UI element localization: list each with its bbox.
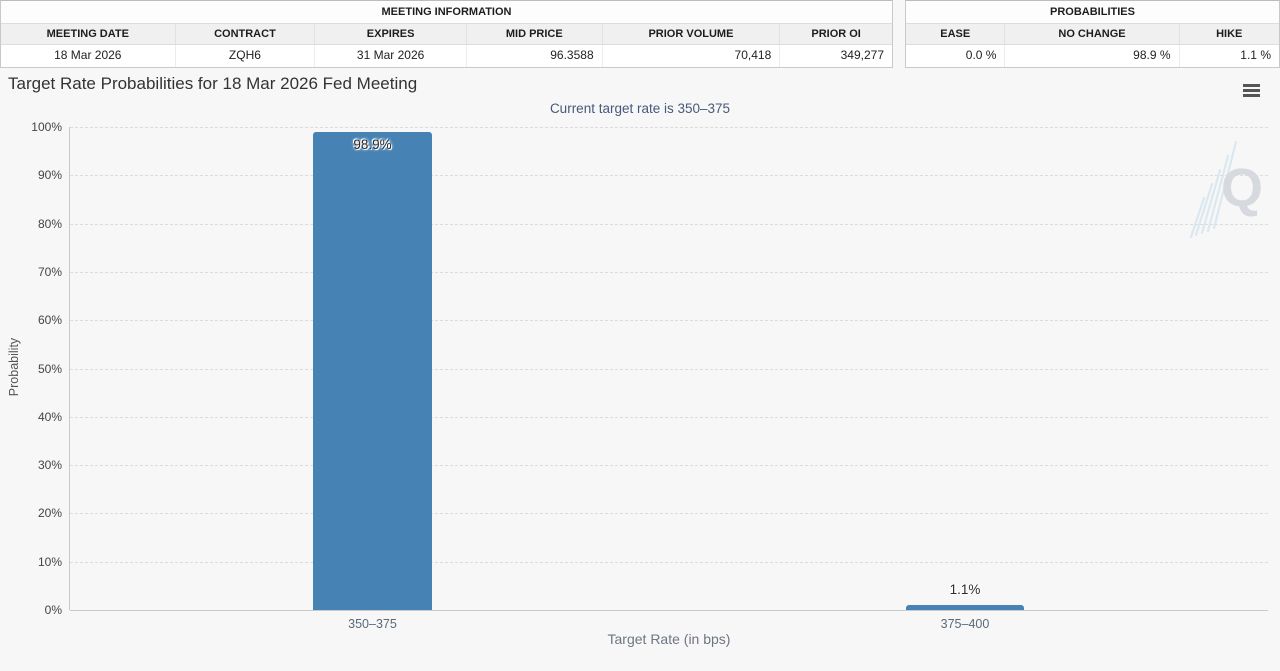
meeting-info-table-title: MEETING INFORMATION [1, 1, 892, 24]
gridline-30 [70, 465, 1268, 466]
probabilities-table-title: PROBABILITIES [906, 1, 1279, 24]
col-header-contract: CONTRACT [176, 24, 316, 44]
y-axis-title: Probability [7, 337, 21, 397]
cell-prior-volume: 70,418 [603, 45, 781, 67]
col-header-hike: HIKE [1216, 28, 1243, 40]
y-tick-label: 90% [37, 168, 62, 182]
cell-hike: 1.1 % [1240, 48, 1271, 62]
gridline-20 [70, 513, 1268, 514]
gridline-40 [70, 417, 1268, 418]
meeting-info-table: MEETING INFORMATION MEETING DATE CONTRAC… [0, 0, 893, 68]
plot-area: 98.9% 1.1% [70, 127, 1268, 610]
cell-no-change: 98.9 % [1005, 45, 1180, 67]
y-axis-line [69, 127, 70, 610]
x-axis-title: Target Rate (in bps) [607, 631, 731, 647]
probabilities-table: PROBABILITIES EASE NO CHANGE HIKE 0.0 % … [905, 0, 1280, 68]
x-tick-label-350-375: 350–375 [348, 617, 397, 631]
gridline-90 [70, 175, 1268, 176]
y-tick-label: 60% [37, 313, 62, 327]
x-axis-line [70, 610, 1268, 611]
bar-350-375[interactable] [313, 132, 432, 610]
cell-prior-oi: 349,277 [840, 48, 884, 62]
y-tick-label: 70% [37, 265, 62, 279]
col-header-expires: EXPIRES [315, 24, 467, 44]
meeting-info-value-row: 18 Mar 2026 ZQH6 31 Mar 2026 96.3588 70,… [1, 45, 892, 67]
gridline-50 [70, 369, 1268, 370]
hamburger-menu-icon [1242, 88, 1260, 92]
y-tick-label: 10% [37, 555, 62, 569]
cell-expires: 31 Mar 2026 [315, 45, 467, 67]
gridline-100 [70, 127, 1268, 128]
col-header-ease: EASE [906, 24, 1006, 44]
col-header-prior-volume: PRIOR VOLUME [603, 24, 781, 44]
meeting-info-header-row: MEETING DATE CONTRACT EXPIRES MID PRICE … [1, 24, 892, 45]
gridline-60 [70, 320, 1268, 321]
col-header-meeting-date: MEETING DATE [1, 24, 176, 44]
y-tick-label: 30% [37, 458, 62, 472]
y-tick-label: 40% [37, 410, 62, 424]
cell-contract: ZQH6 [176, 45, 316, 67]
y-tick-label: 0% [44, 603, 62, 617]
cell-mid-price: 96.3588 [467, 45, 603, 67]
gridline-80 [70, 224, 1268, 225]
gridline-10 [70, 562, 1268, 563]
probabilities-value-row: 0.0 % 98.9 % 1.1 % [906, 45, 1279, 67]
col-header-prior-oi: PRIOR OI [811, 28, 861, 40]
data-label-350-375: 98.9% [353, 137, 392, 152]
cell-meeting-date: 18 Mar 2026 [1, 45, 176, 67]
data-label-375-400: 1.1% [949, 582, 981, 597]
chart-context-menu-button[interactable] [1238, 78, 1264, 102]
cell-ease: 0.0 % [906, 45, 1006, 67]
bar-375-400[interactable] [906, 604, 1024, 610]
gridline-70 [70, 272, 1268, 273]
col-header-no-change: NO CHANGE [1005, 24, 1180, 44]
chart-subtitle: Current target rate is 350–375 [549, 101, 731, 116]
y-tick-label: 100% [31, 120, 62, 134]
probabilities-header-row: EASE NO CHANGE HIKE [906, 24, 1279, 45]
y-tick-label: 80% [37, 217, 62, 231]
col-header-mid-price: MID PRICE [467, 24, 603, 44]
hamburger-menu-icon [1242, 83, 1260, 87]
hamburger-menu-icon [1242, 93, 1260, 97]
x-tick-label-375-400: 375–400 [940, 617, 990, 631]
chart-title: Target Rate Probabilities for 18 Mar 202… [8, 74, 418, 93]
y-tick-label: 50% [37, 362, 62, 376]
y-tick-label: 20% [37, 506, 62, 520]
